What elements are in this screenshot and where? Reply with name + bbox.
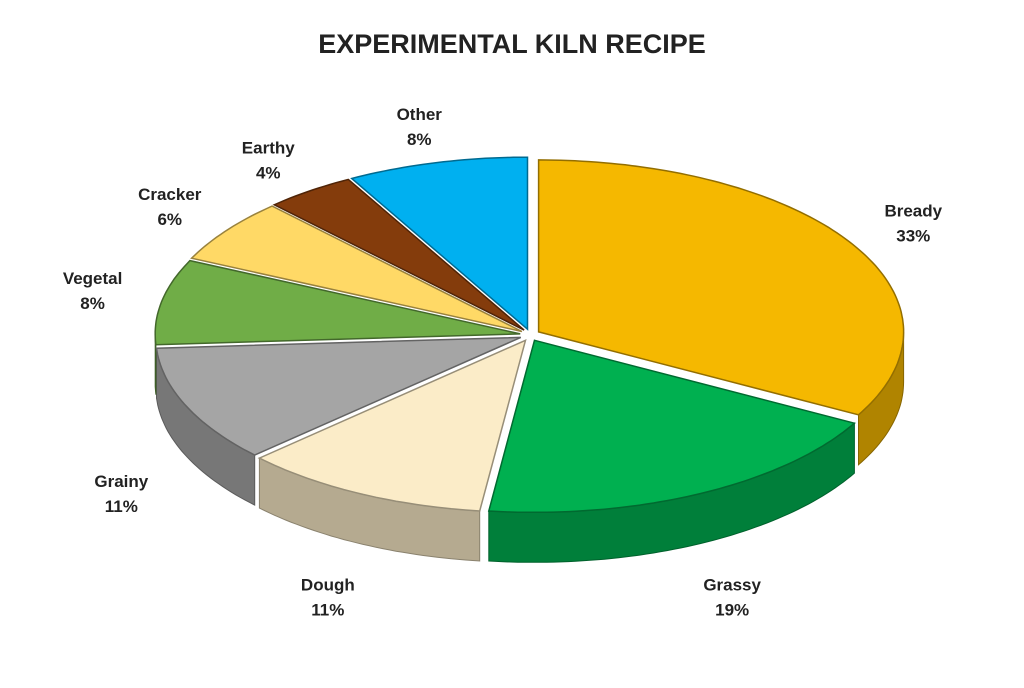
value-label: 4% xyxy=(256,164,281,183)
category-label: Dough xyxy=(301,575,355,594)
category-label: Earthy xyxy=(242,139,295,158)
value-label: 6% xyxy=(157,210,182,229)
value-label: 33% xyxy=(896,227,930,246)
slice xyxy=(154,259,521,346)
slice xyxy=(190,205,523,333)
category-label: Vegetal xyxy=(63,269,123,288)
slice xyxy=(272,178,525,331)
value-label: 11% xyxy=(311,600,344,619)
slice xyxy=(155,336,522,456)
value-label: 8% xyxy=(407,130,432,149)
category-label: Other xyxy=(397,105,443,124)
slice xyxy=(257,338,527,512)
category-label: Cracker xyxy=(138,185,202,204)
value-label: 19% xyxy=(715,600,749,619)
slice xyxy=(487,339,857,514)
value-label: 11% xyxy=(105,497,138,516)
slice xyxy=(350,156,529,331)
value-label: 8% xyxy=(80,294,105,313)
category-label: Bready xyxy=(884,202,942,221)
category-label: Grainy xyxy=(94,472,148,491)
category-label: Grassy xyxy=(703,575,761,594)
data-labels: Bready 33% Grassy 19% Dough 11% Grainy 11% Veget… xyxy=(63,105,943,619)
slice xyxy=(537,159,905,416)
pie-tops xyxy=(154,156,905,514)
chart-title: EXPERIMENTAL KILN RECIPE xyxy=(318,29,706,59)
